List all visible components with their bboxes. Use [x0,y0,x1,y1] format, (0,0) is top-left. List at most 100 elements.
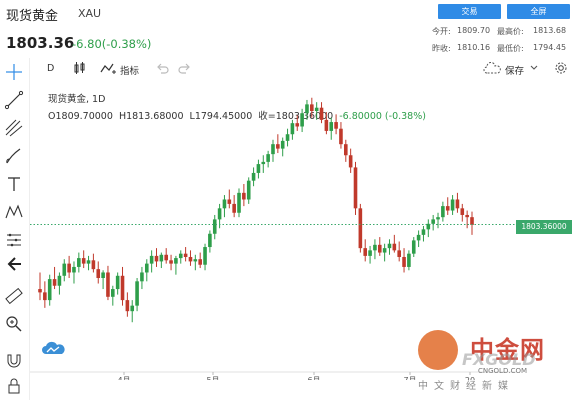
candle-body [407,253,411,267]
lock-icon[interactable] [4,376,24,396]
text-icon[interactable] [4,174,24,194]
candle-body [43,292,47,301]
candle-body [310,104,314,112]
legend-change: -6.80000 (-0.38%) [339,111,426,122]
candle-body [198,259,202,265]
candle-body [232,203,236,213]
undo-icon[interactable] [155,61,169,75]
trade-button[interactable]: 交易 [438,4,501,19]
open-value: 1809.70 [457,26,491,35]
candle-body [334,122,338,129]
candle-body [377,244,382,253]
candle-body [314,107,319,112]
x-tick-label: 20 [465,376,475,380]
candle-body [397,250,401,257]
prev-close-label: 昨收: [432,44,451,53]
low-label: 最低价: [497,44,524,53]
indicators-button[interactable]: 指标 [120,66,140,77]
watermark-brand-cn: 中金网 [470,336,545,364]
candlestick-chart[interactable]: 4月 5月 6月 7月 20 [30,80,516,380]
trend-line-icon[interactable] [4,90,24,110]
candle-body [387,243,392,249]
legend-title: 现货黄金, 1D [48,94,106,105]
candles-icon[interactable] [72,61,86,75]
gear-icon[interactable] [554,61,568,75]
cloud-icon[interactable] [482,62,502,76]
candle-body [38,289,42,293]
candle-body [358,208,363,249]
candle-body [246,180,251,200]
candle-body [57,275,62,286]
candle-body [91,260,96,270]
pattern-icon[interactable] [4,202,24,222]
drawing-toolbar [0,58,30,400]
measure-icon[interactable] [4,230,24,250]
candle-body [285,134,290,141]
high-label: 最高价: [497,27,524,36]
candle-body [295,123,300,127]
candle-body [183,253,188,257]
candle-body [174,258,178,264]
candle-body [159,254,164,262]
candle-body [343,144,348,156]
candle-body [431,219,435,224]
candle-body [426,223,431,230]
candle-body [227,199,232,204]
crosshair-icon[interactable] [4,62,24,82]
candle-body [237,192,241,213]
current-price: 1803.36 [6,34,75,52]
candle-body [72,266,76,273]
magnet-icon[interactable] [4,350,24,370]
candle-body [111,289,115,297]
chevron-down-icon[interactable] [530,64,538,72]
x-tick-label: 7月 [403,376,416,380]
candle-body [280,140,285,149]
ruler-icon[interactable] [4,286,24,306]
save-button[interactable]: 保存 [505,66,525,77]
candle-body [290,123,295,135]
candle-body [329,122,334,131]
redo-icon[interactable] [178,61,192,75]
candle-body [212,219,217,234]
candle-body [470,217,474,225]
candle-body [135,281,139,306]
watermark-seal [418,330,458,370]
candle-body [208,233,212,248]
candle-body [416,234,421,241]
candle-body [222,199,227,209]
watermark-brand-en: FXGOLD [462,350,536,369]
candle-body [300,113,304,127]
candle-body [154,255,159,262]
candle-body [271,144,275,155]
fullscreen-button[interactable]: 全屏 [507,4,570,19]
candle-body [450,199,455,211]
candle-body [203,247,207,265]
candle-body [266,154,270,162]
candle-body [256,164,261,173]
watermark-subtitle: 中文财经新媒 [418,381,514,392]
candle-body [62,263,67,276]
candle-body [382,248,387,253]
instrument-symbol: XAU [78,7,102,20]
legend-high: H1813.68000 [118,111,184,122]
watermark-url: CNGOLD.COM [478,367,528,375]
candle-body [120,275,125,301]
candle-body [319,107,324,120]
candle-body [164,254,169,261]
zoom-icon[interactable] [4,314,24,334]
candle-body [261,161,266,165]
candle-body [402,256,406,267]
candle-body [178,253,183,259]
candle-body [324,119,329,131]
interval-selector[interactable]: D [47,63,55,74]
candle-body [169,260,173,264]
back-arrow-icon[interactable] [4,254,24,274]
brush-icon[interactable] [4,146,24,166]
candle-body [193,259,198,262]
candle-body [101,272,105,278]
x-tick-label: 4月 [117,376,130,380]
chart-toolbar: D 指标 保存 [0,58,573,80]
indicators-icon[interactable] [100,61,118,75]
fork-icon[interactable] [4,118,24,138]
candle-body [441,206,445,218]
